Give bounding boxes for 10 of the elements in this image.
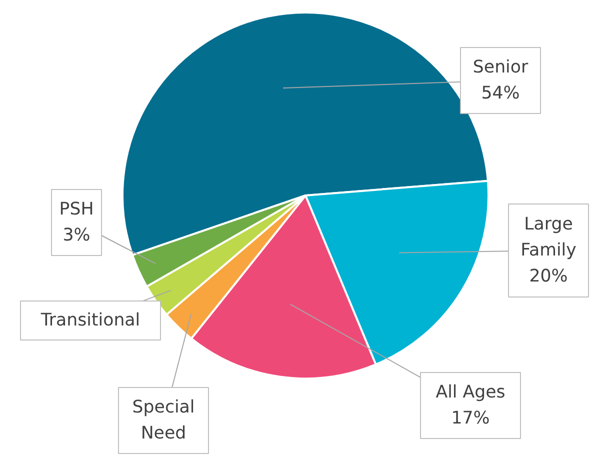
slice-label: All Ages [436,382,506,402]
slice-label: PSH [59,200,94,220]
slice-label: Senior [472,58,529,78]
data-label: 17% [451,408,490,428]
data-label: 3% [62,226,90,246]
slice-label: Transitional [40,310,140,330]
slice-label: Large Family [520,214,576,260]
data-label: 54% [481,84,520,104]
data-label: 20% [529,266,568,286]
slice-label: Special Need [132,398,195,444]
